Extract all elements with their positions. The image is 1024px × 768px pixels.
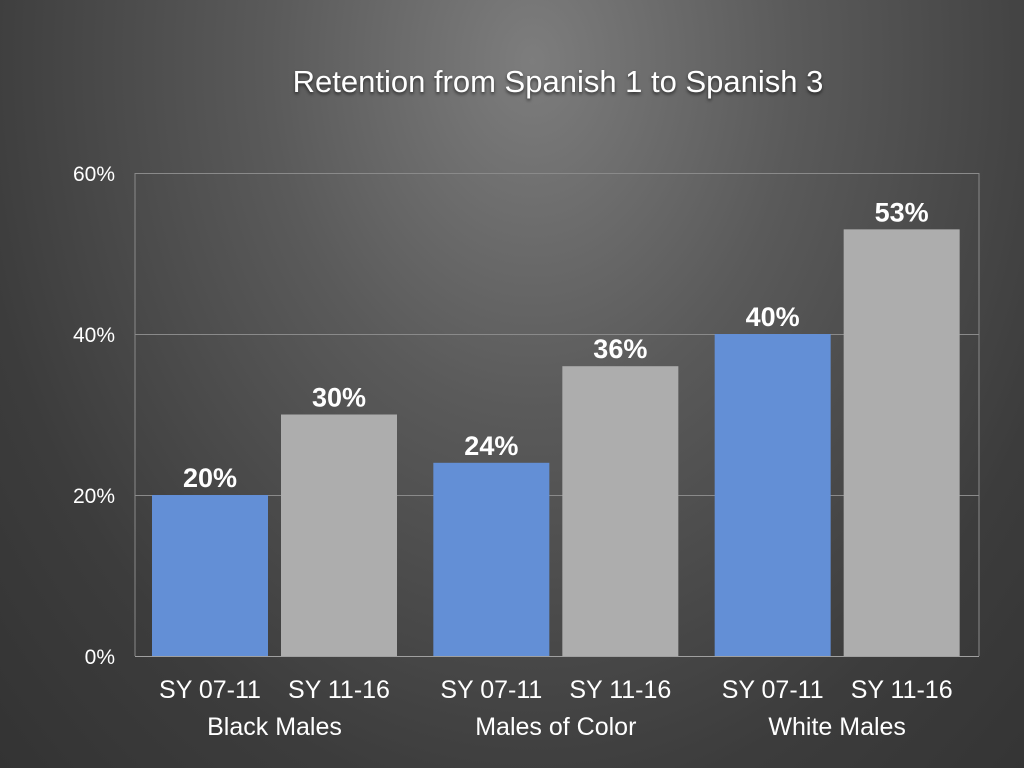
- y-tick-label: 20%: [73, 485, 115, 508]
- data-label: 40%: [746, 302, 800, 332]
- bar: [281, 414, 397, 656]
- y-tick-label: 0%: [85, 646, 115, 669]
- data-label: 24%: [464, 431, 518, 461]
- series-tick-label: SY 11-16: [851, 676, 953, 704]
- series-tick-label: SY 07-11: [722, 676, 824, 704]
- bar: [152, 495, 268, 656]
- bar: [714, 334, 831, 656]
- y-tick-label: 40%: [73, 324, 115, 347]
- data-label: 30%: [312, 383, 366, 413]
- data-label: 20%: [183, 463, 237, 493]
- y-tick-label: 60%: [73, 163, 115, 186]
- data-label: 53%: [875, 197, 929, 227]
- x-axis-labels: SY 07-11 SY 11-16 Black Males SY 07-11 SY 11…: [159, 676, 953, 741]
- bars: [152, 229, 960, 656]
- group-label: White Males: [768, 713, 906, 741]
- y-axis-ticks: 0% 20% 40% 60%: [73, 163, 115, 669]
- series-tick-label: SY 07-11: [440, 676, 542, 704]
- bar: [562, 366, 679, 656]
- data-label: 36%: [593, 334, 647, 364]
- series-tick-label: SY 11-16: [288, 676, 390, 704]
- series-tick-label: SY 11-16: [569, 676, 671, 704]
- bar: [433, 462, 550, 656]
- group-label: Males of Color: [475, 713, 636, 741]
- series-tick-label: SY 07-11: [159, 676, 261, 704]
- gridlines: [134, 173, 980, 657]
- bar: [843, 229, 960, 656]
- value-labels: 20% 30% 24% 36% 40% 53%: [183, 197, 929, 493]
- group-label: Black Males: [207, 713, 342, 741]
- chart-title: Retention from Spanish 1 to Spanish 3: [293, 64, 824, 99]
